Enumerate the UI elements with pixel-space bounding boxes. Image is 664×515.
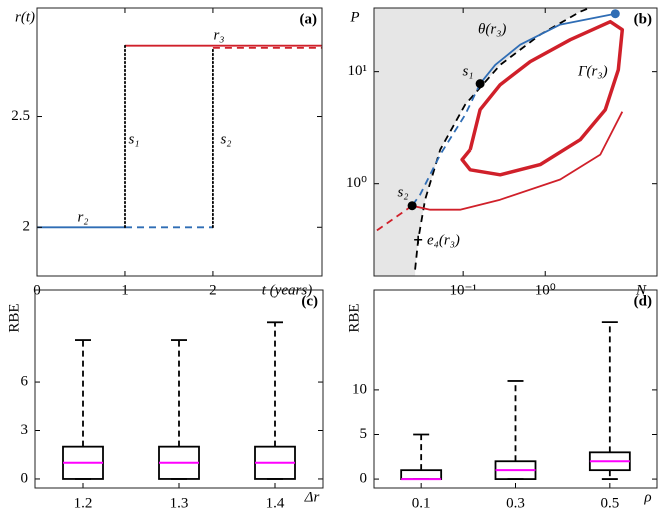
curve [411,111,624,211]
y-axis-label: RBE [6,303,22,332]
y-tick-label: 6 [21,373,29,389]
point-marker [610,9,620,19]
axes-frame [36,7,323,277]
x-tick-label: 1.2 [74,495,93,511]
shaded-region [374,8,590,276]
y-tick-label: 10⁰ [346,175,367,191]
curve [479,12,616,85]
y-tick-label: 2 [23,219,31,235]
y-tick-label: 5 [360,426,368,442]
curve-label: r₂ [77,209,88,225]
curve-label: s₁ [128,131,139,147]
point-marker [475,79,485,89]
x-tick-label: 0.3 [506,495,525,511]
y-tick-label: 0 [360,471,368,487]
point-label: s₁ [462,63,473,79]
point-label: s₂ [397,184,408,200]
axes-frame [34,289,324,489]
panel: 1.2 1.3 1.4 0 3 6 (c) RBE Δr [6,289,324,511]
axes-frame [373,289,658,489]
plot-area [374,8,625,276]
plot-area [37,44,322,229]
curve-label: θ(r₃) [478,21,506,37]
panel-label: (c) [301,293,318,309]
x-axis-label: ρ [643,489,651,505]
y-tick-label: 0 [21,470,29,486]
x-tick-label: 0.5 [600,495,619,511]
point-marker [407,201,417,211]
y-axis-label: RBE [346,303,362,332]
point-marker [414,235,423,244]
curve [460,19,625,177]
box [400,469,443,480]
curve-label: r₃ [213,27,224,43]
plot-area [62,321,296,480]
y-tick-label: 3 [21,422,29,438]
curve-label: s₂ [220,131,231,147]
panel-label: (a) [300,11,318,27]
x-tick-label: 0.1 [412,495,431,511]
panel-label: (b) [634,11,652,27]
y-tick-label: 10 [352,381,367,397]
point-label: e₄(r₃) [427,232,460,248]
y-axis-label: r(t) [15,9,35,25]
curve-label: Γ(r₃) [577,63,608,79]
y-tick-label: 2.5 [11,108,30,124]
axes-frame [373,7,658,277]
x-tick-label: 1.4 [266,495,285,511]
x-tick-label: 1.3 [170,495,189,511]
curve [374,204,413,233]
panel-label: (d) [634,293,652,309]
plot-area [400,321,631,481]
y-tick-label: 10¹ [348,63,368,79]
x-axis-label: Δr [304,489,320,505]
curve [414,8,591,270]
y-axis-label: P [349,9,359,25]
panel: 0.1 0.3 0.5 0 5 10 (d) RBE ρ [346,289,658,511]
